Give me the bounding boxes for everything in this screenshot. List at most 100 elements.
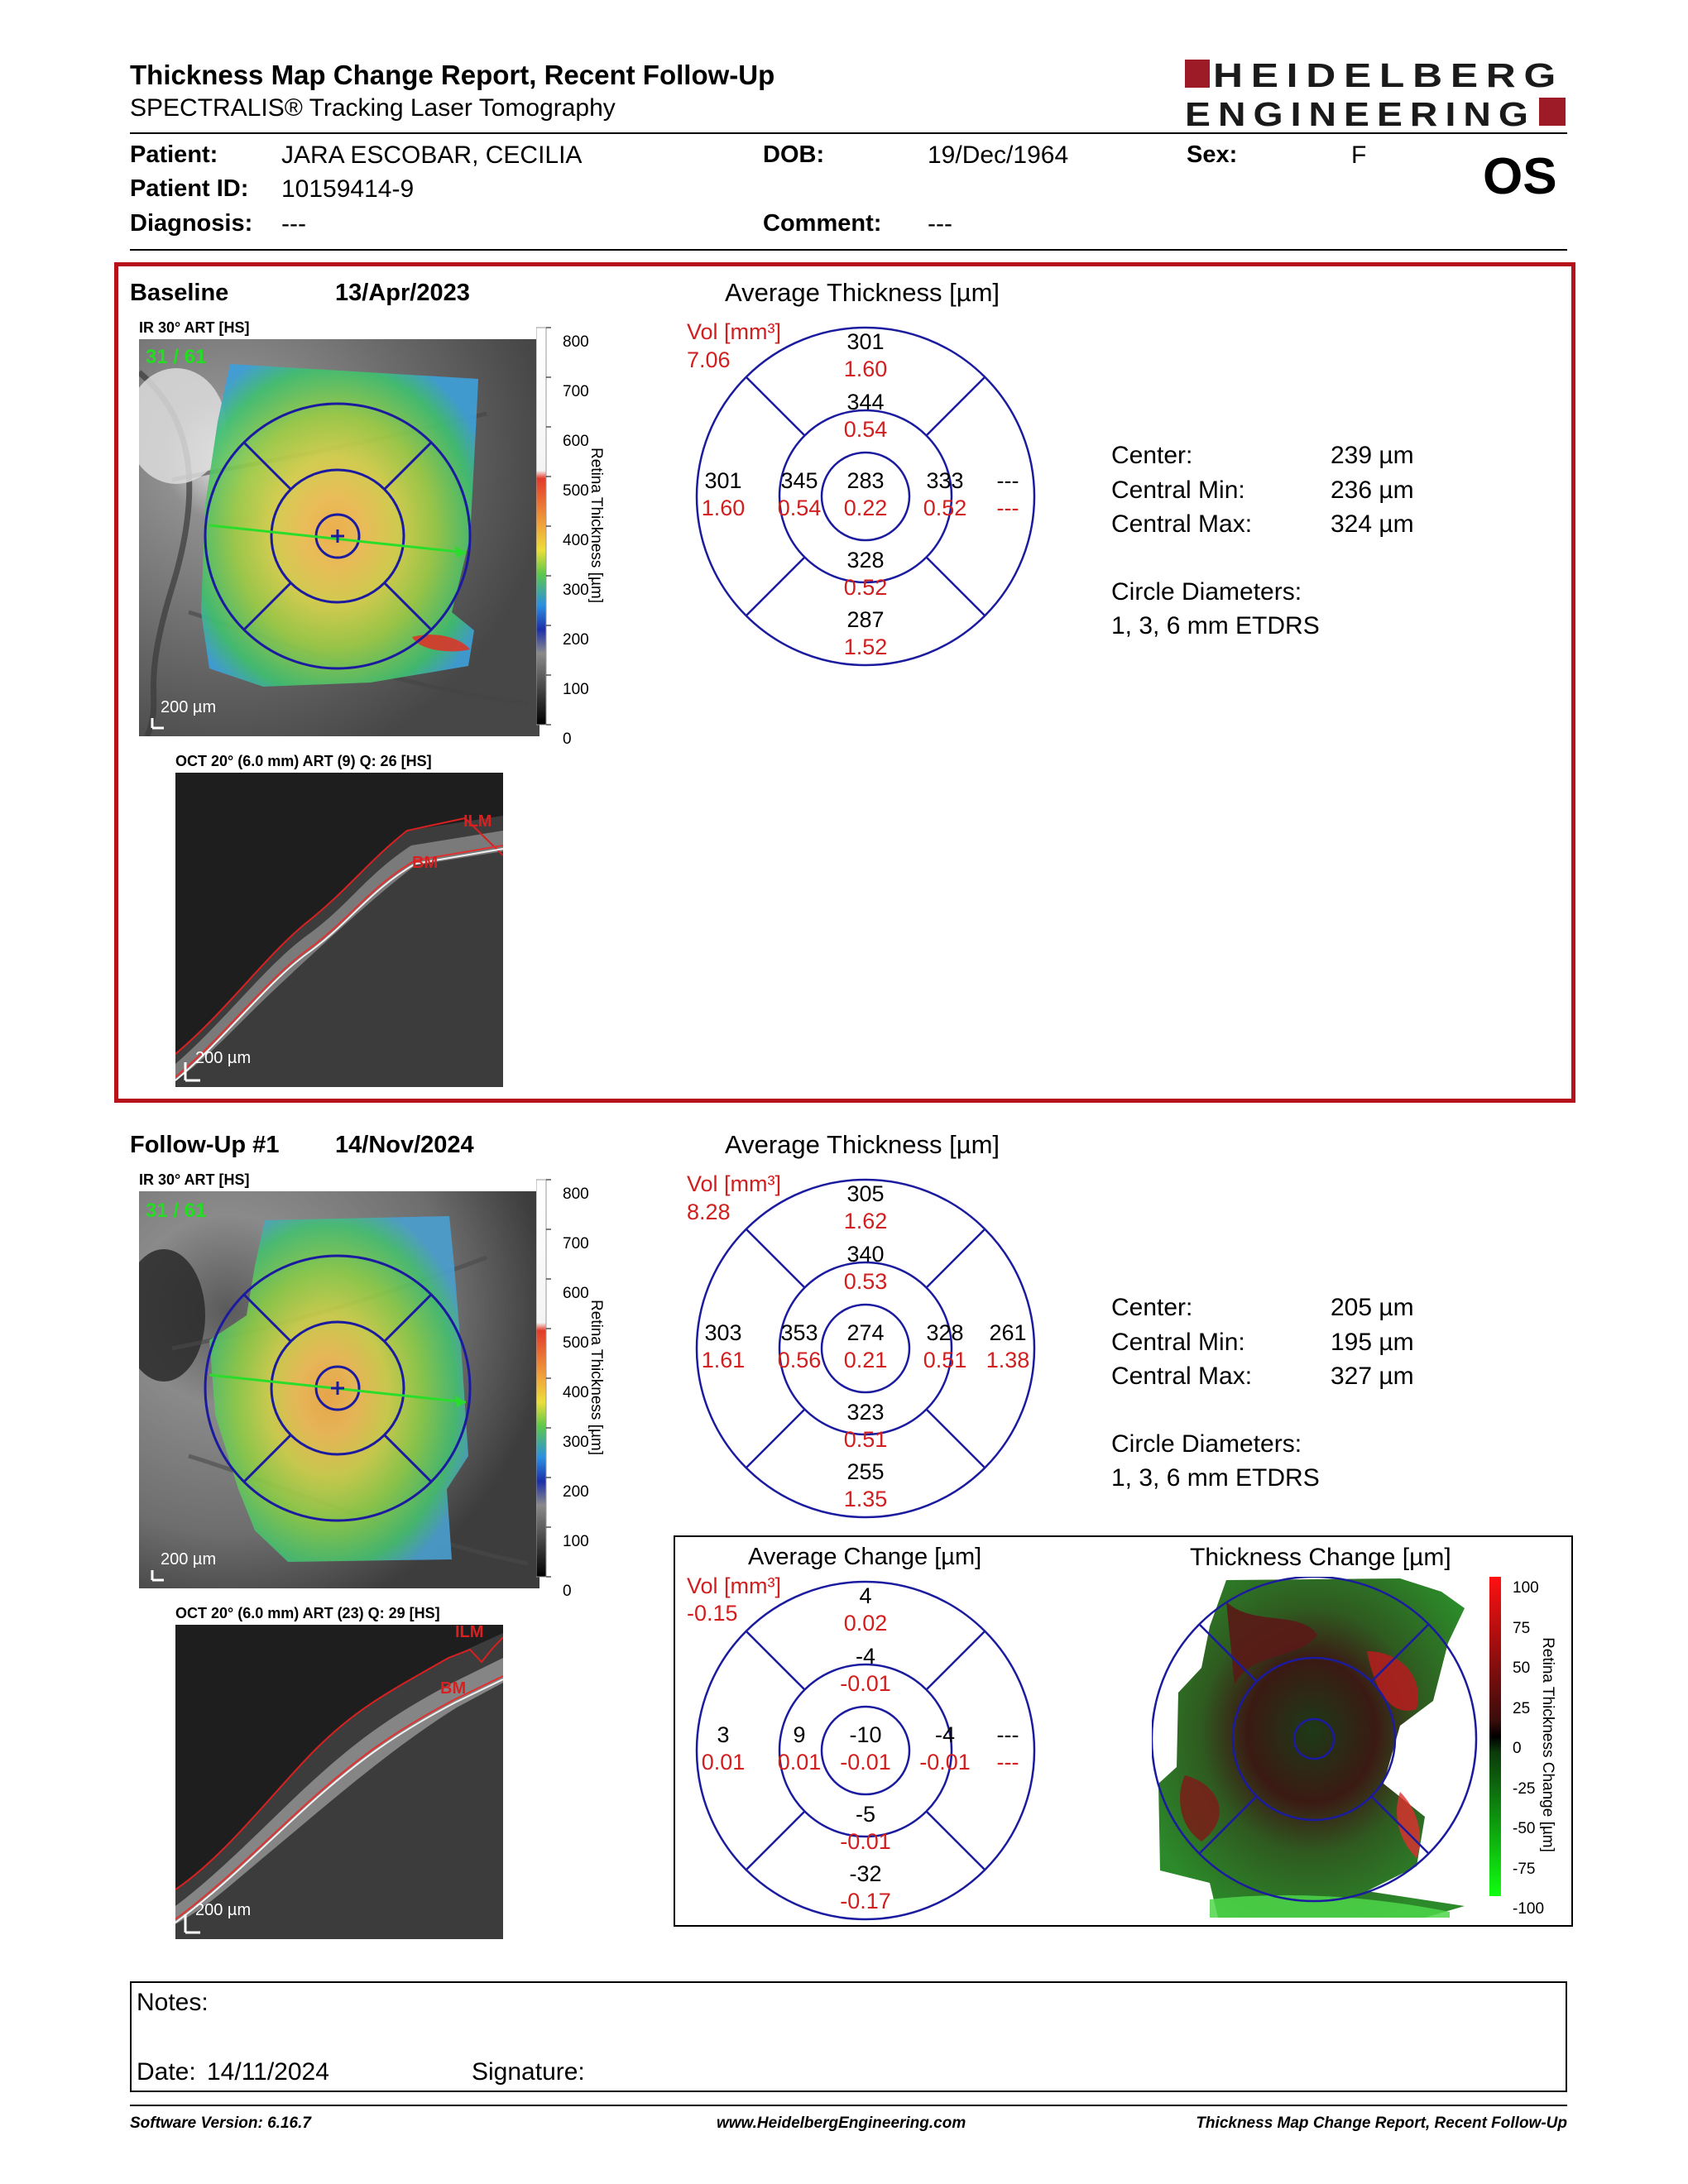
outer-nasal-change: ---	[997, 1722, 1019, 1747]
change-colorbar-title: Retina Thickness Change [µm]	[1539, 1637, 1556, 1852]
cb-tick: -75	[1513, 1860, 1536, 1878]
footer-report-name: Thickness Map Change Report, Recent Foll…	[1196, 2115, 1567, 2132]
outer-nasal-thickness: 261	[989, 1320, 1026, 1345]
outer-inferior-change: -32	[849, 1861, 881, 1886]
inner-superior-thickness: 344	[846, 390, 884, 414]
cb-tick: 600	[563, 433, 589, 450]
header-rule	[130, 132, 1567, 134]
followup-min-label: Central Min:	[1111, 1329, 1245, 1356]
center-thickness: 274	[846, 1320, 884, 1345]
patient-id: 10159414-9	[281, 175, 415, 203]
change-avg-title: Average Change [µm]	[748, 1544, 982, 1570]
cb-tick: 700	[563, 383, 589, 400]
center-thickness: 283	[846, 468, 884, 493]
eye-indicator: OS	[1483, 148, 1557, 205]
change-vol-value: -0.15	[687, 1601, 738, 1626]
center-volume: 0.21	[844, 1348, 888, 1372]
website-link[interactable]: www.HeidelbergEngineering.com	[717, 2115, 966, 2132]
followup-min-value: 195 µm	[1331, 1329, 1414, 1356]
notes-box[interactable]	[130, 1981, 1567, 2092]
inner-inferior-volume: 0.52	[844, 575, 888, 600]
followup-max-label: Central Max:	[1111, 1363, 1253, 1390]
date-label: Date:	[137, 2058, 196, 2086]
baseline-max-value: 324 µm	[1331, 510, 1414, 538]
followup-date: 14/Nov/2024	[335, 1132, 474, 1158]
inner-temporal-volume-change: 0.01	[778, 1750, 822, 1774]
outer-temporal-volume-change: 0.01	[702, 1750, 746, 1774]
cb-tick: 500	[563, 1334, 589, 1352]
outer-superior-volume: 1.60	[844, 357, 888, 381]
inner-temporal-volume: 0.56	[778, 1348, 822, 1372]
baseline-bm-label: BM	[412, 854, 439, 872]
baseline-min-label: Central Min:	[1111, 477, 1245, 504]
cb-tick: 400	[563, 1384, 589, 1401]
baseline-oct-scalebar: 200 µm	[195, 1049, 252, 1067]
followup-center-value: 205 µm	[1331, 1294, 1414, 1321]
baseline-oct-image	[175, 773, 503, 1087]
followup-etdrs-grid: 305 1.62 340 0.53 274 0.21 353 0.56 328 …	[695, 1178, 1036, 1519]
cb-tick: 25	[1513, 1699, 1531, 1717]
thickness-change-map	[1152, 1577, 1478, 1918]
baseline-etdrs-grid: 301 1.60 344 0.54 283 0.22 345 0.54 333 …	[695, 326, 1036, 667]
outer-superior-thickness: 305	[846, 1181, 884, 1206]
outer-temporal-volume: 1.61	[702, 1348, 746, 1372]
baseline-thickness-colorbar	[536, 327, 551, 726]
outer-inferior-thickness: 255	[846, 1459, 884, 1484]
outer-nasal-thickness: ---	[997, 468, 1019, 493]
followup-vol-value: 8.28	[687, 1200, 731, 1224]
followup-diam-label: Circle Diameters:	[1111, 1430, 1302, 1458]
followup-diam-value: 1, 3, 6 mm ETDRS	[1111, 1464, 1320, 1492]
baseline-vol-label: Vol [mm³]	[687, 319, 782, 344]
baseline-diam-value: 1, 3, 6 mm ETDRS	[1111, 612, 1320, 639]
baseline-label: Baseline	[130, 280, 229, 306]
inner-nasal-volume-change: -0.01	[919, 1750, 971, 1774]
baseline-diam-label: Circle Diameters:	[1111, 578, 1302, 606]
baseline-frame-counter: 31 / 61	[146, 346, 207, 368]
patient-label: Patient:	[130, 141, 218, 168]
followup-center-label: Center:	[1111, 1294, 1193, 1321]
outer-inferior-volume-change: -0.17	[840, 1889, 891, 1913]
cb-tick: 700	[563, 1235, 589, 1252]
cb-tick: 100	[563, 681, 589, 698]
followup-colorbar-ticks: 800 700 600 500 400 300 200 100 0	[563, 1170, 596, 1600]
software-version: Software Version: 6.16.7	[130, 2115, 311, 2132]
outer-temporal-thickness: 303	[704, 1320, 741, 1345]
cb-tick: 400	[563, 532, 589, 549]
baseline-min-value: 236 µm	[1331, 477, 1414, 504]
baseline-max-label: Central Max:	[1111, 510, 1253, 538]
inner-superior-change: -4	[856, 1644, 875, 1669]
change-etdrs-grid: 4 0.02 -4 -0.01 -10 -0.01 9 0.01 -4 -0.0…	[695, 1580, 1036, 1921]
center-change: -10	[849, 1722, 881, 1747]
outer-temporal-change: 3	[717, 1722, 729, 1747]
baseline-avg-title: Average Thickness [µm]	[725, 278, 1000, 307]
comment-label: Comment:	[763, 210, 882, 237]
cb-tick: 500	[563, 482, 589, 500]
outer-temporal-volume: 1.60	[702, 496, 746, 520]
baseline-ir-scalebar: 200 µm	[161, 698, 217, 716]
change-panel	[674, 1535, 1573, 1927]
heidelberg-logo: HEIDELBERG ENGINEERING	[1185, 56, 1566, 132]
inner-nasal-thickness: 328	[926, 1320, 963, 1345]
inner-inferior-thickness: 323	[846, 1400, 884, 1425]
inner-nasal-thickness: 333	[926, 468, 963, 493]
baseline-date: 13/Apr/2023	[335, 280, 470, 306]
outer-superior-thickness: 301	[846, 329, 884, 354]
inner-nasal-change: -4	[935, 1722, 955, 1747]
baseline-vol-value: 7.06	[687, 347, 731, 372]
cb-tick: 50	[1513, 1660, 1531, 1677]
baseline-center-label: Center:	[1111, 442, 1193, 469]
cb-tick: -25	[1513, 1779, 1536, 1798]
followup-oct-scalebar: 200 µm	[195, 1901, 252, 1919]
cb-tick: 800	[563, 333, 589, 351]
cb-tick: 800	[563, 1185, 589, 1203]
outer-superior-volume: 1.62	[844, 1209, 888, 1233]
inner-superior-volume: 0.54	[844, 417, 888, 442]
logo-red-block-bottom	[1539, 98, 1566, 126]
followup-ilm-label: ILM	[455, 1623, 484, 1641]
dob-label: DOB:	[763, 141, 825, 168]
report-subtitle: SPECTRALIS® Tracking Laser Tomography	[130, 94, 616, 122]
cb-tick: 300	[563, 582, 589, 599]
patient-name: JARA ESCOBAR, CECILIA	[281, 141, 583, 169]
followup-oct-image	[175, 1625, 503, 1939]
baseline-ir-caption: IR 30° ART [HS]	[139, 319, 250, 336]
